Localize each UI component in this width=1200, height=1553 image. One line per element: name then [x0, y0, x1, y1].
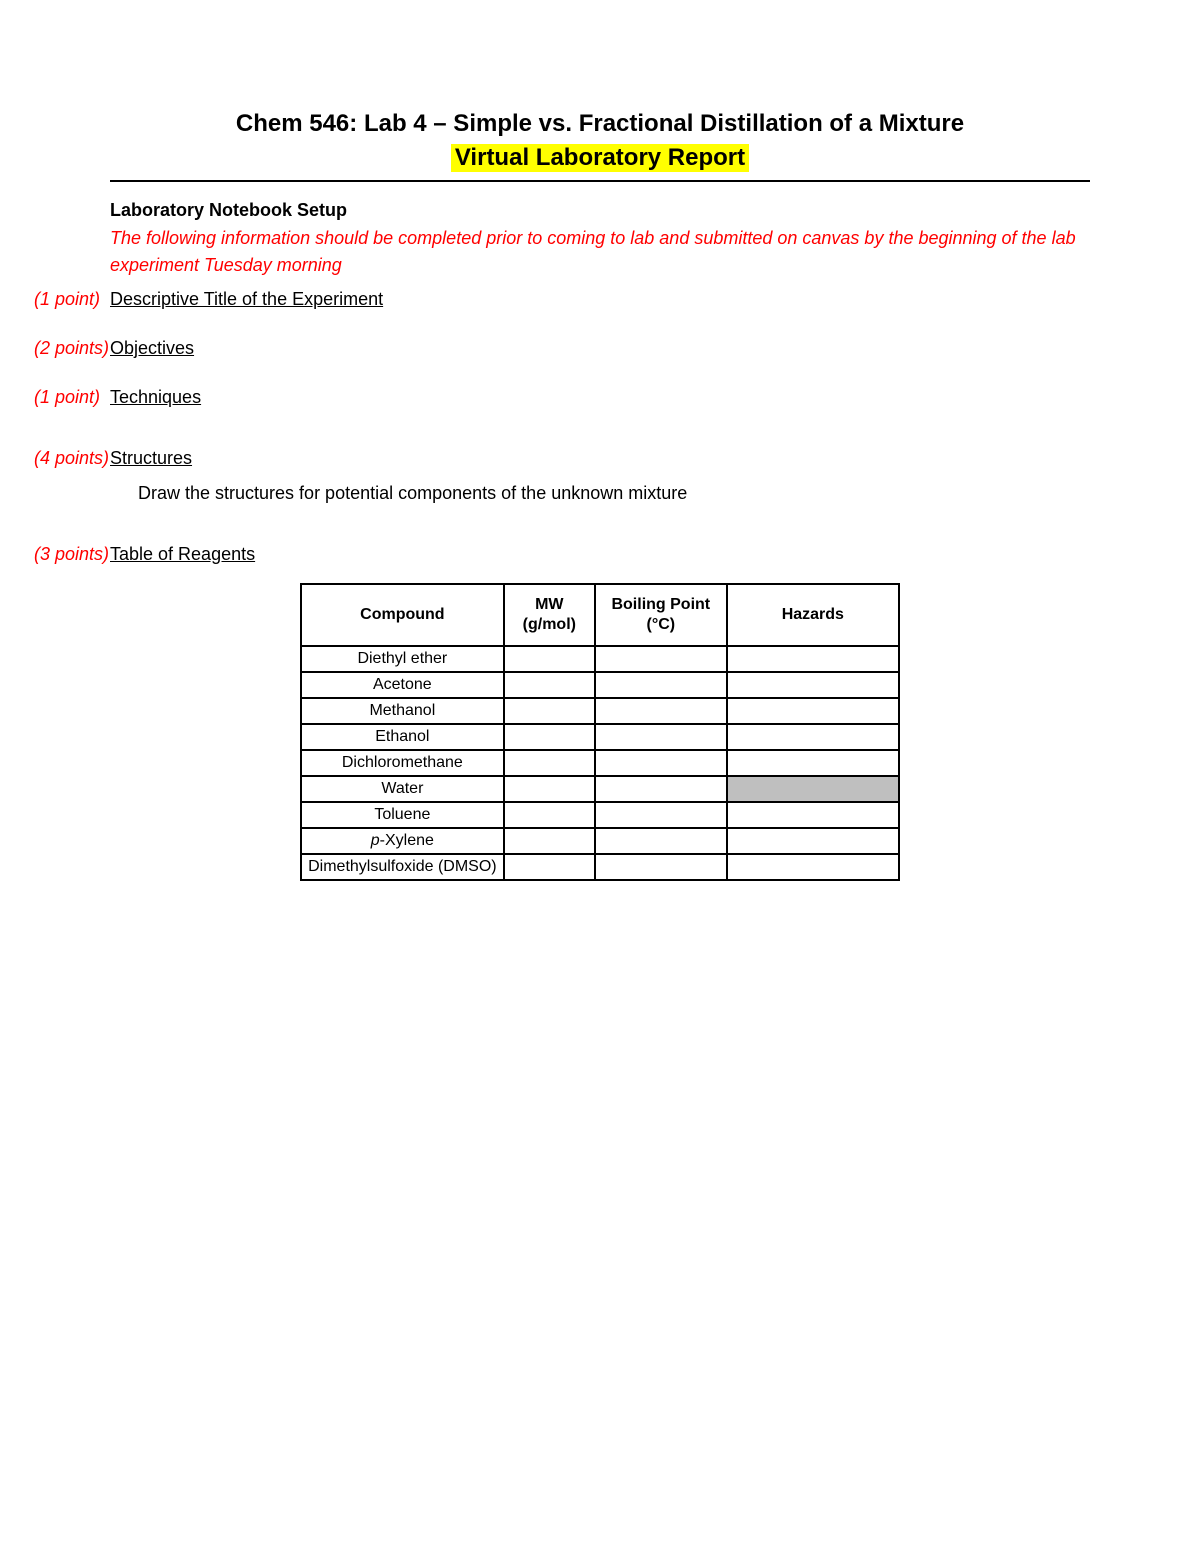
item-label: Objectives — [110, 338, 194, 358]
cell-bp — [595, 828, 727, 854]
table-row: Dichloromethane — [301, 750, 899, 776]
item-label: Techniques — [110, 387, 201, 407]
points-label: (1 point) — [30, 289, 110, 310]
setup-instruction: The following information should be comp… — [110, 225, 1090, 279]
title-line-2: Virtual Laboratory Report — [451, 144, 749, 172]
reagents-tbody: Diethyl ether Acetone Methanol — [301, 646, 899, 880]
table-header-row: Compound MW(g/mol) Boiling Point(°C) Haz… — [301, 584, 899, 646]
item-row-structures: (4 points) Structures Draw the structure… — [30, 448, 1090, 504]
cell-mw — [504, 776, 595, 802]
cell-hazards — [727, 646, 899, 672]
col-header-bp: Boiling Point(°C) — [595, 584, 727, 646]
col-header-mw: MW(g/mol) — [504, 584, 595, 646]
item-label: Descriptive Title of the Experiment — [110, 289, 383, 309]
cell-mw — [504, 646, 595, 672]
cell-hazards — [727, 854, 899, 880]
cell-bp — [595, 854, 727, 880]
cell-hazards — [727, 698, 899, 724]
title-rule — [110, 180, 1090, 182]
cell-hazards — [727, 672, 899, 698]
cell-mw — [504, 750, 595, 776]
points-label: (3 points) — [30, 544, 110, 565]
cell-hazards — [727, 802, 899, 828]
cell-compound: p-Xylene — [301, 828, 504, 854]
item-row-objectives: (2 points) Objectives — [30, 338, 1090, 359]
points-label: (4 points) — [30, 448, 110, 469]
table-row: Water — [301, 776, 899, 802]
content-area: Laboratory Notebook Setup The following … — [110, 200, 1090, 881]
cell-bp — [595, 724, 727, 750]
cell-bp — [595, 802, 727, 828]
cell-bp — [595, 646, 727, 672]
cell-bp — [595, 776, 727, 802]
item-label: Table of Reagents — [110, 544, 255, 564]
table-row: Diethyl ether — [301, 646, 899, 672]
title-block: Chem 546: Lab 4 – Simple vs. Fractional … — [110, 110, 1090, 172]
points-label: (2 points) — [30, 338, 110, 359]
cell-compound: Acetone — [301, 672, 504, 698]
cell-mw — [504, 854, 595, 880]
table-row: Dimethylsulfoxide (DMSO) — [301, 854, 899, 880]
cell-mw — [504, 672, 595, 698]
item-row-reagents-table: (3 points) Table of Reagents — [30, 544, 1090, 565]
item-label: Structures — [110, 448, 192, 468]
item-row-techniques: (1 point) Techniques — [30, 387, 1090, 408]
reagents-table: Compound MW(g/mol) Boiling Point(°C) Haz… — [300, 583, 900, 881]
table-row: Toluene — [301, 802, 899, 828]
cell-mw — [504, 698, 595, 724]
cell-hazards — [727, 828, 899, 854]
cell-hazards — [727, 750, 899, 776]
cell-compound: Ethanol — [301, 724, 504, 750]
cell-compound: Water — [301, 776, 504, 802]
cell-compound: Dimethylsulfoxide (DMSO) — [301, 854, 504, 880]
cell-compound: Toluene — [301, 802, 504, 828]
table-row: Acetone — [301, 672, 899, 698]
table-row: Ethanol — [301, 724, 899, 750]
title-line-1: Chem 546: Lab 4 – Simple vs. Fractional … — [110, 110, 1090, 138]
structures-subtext: Draw the structures for potential compon… — [138, 483, 1090, 504]
cell-bp — [595, 672, 727, 698]
col-header-compound: Compound — [301, 584, 504, 646]
setup-heading: Laboratory Notebook Setup — [110, 200, 1090, 221]
table-row: Methanol — [301, 698, 899, 724]
cell-compound: Dichloromethane — [301, 750, 504, 776]
cell-bp — [595, 698, 727, 724]
cell-mw — [504, 802, 595, 828]
cell-mw — [504, 828, 595, 854]
cell-hazards — [727, 724, 899, 750]
cell-bp — [595, 750, 727, 776]
item-row-title: (1 point) Descriptive Title of the Exper… — [30, 289, 1090, 310]
points-label: (1 point) — [30, 387, 110, 408]
cell-hazards-shaded — [727, 776, 899, 802]
lab-report-page: Chem 546: Lab 4 – Simple vs. Fractional … — [0, 0, 1200, 881]
cell-mw — [504, 724, 595, 750]
col-header-hazards: Hazards — [727, 584, 899, 646]
table-row: p-Xylene — [301, 828, 899, 854]
cell-compound: Diethyl ether — [301, 646, 504, 672]
cell-compound: Methanol — [301, 698, 504, 724]
